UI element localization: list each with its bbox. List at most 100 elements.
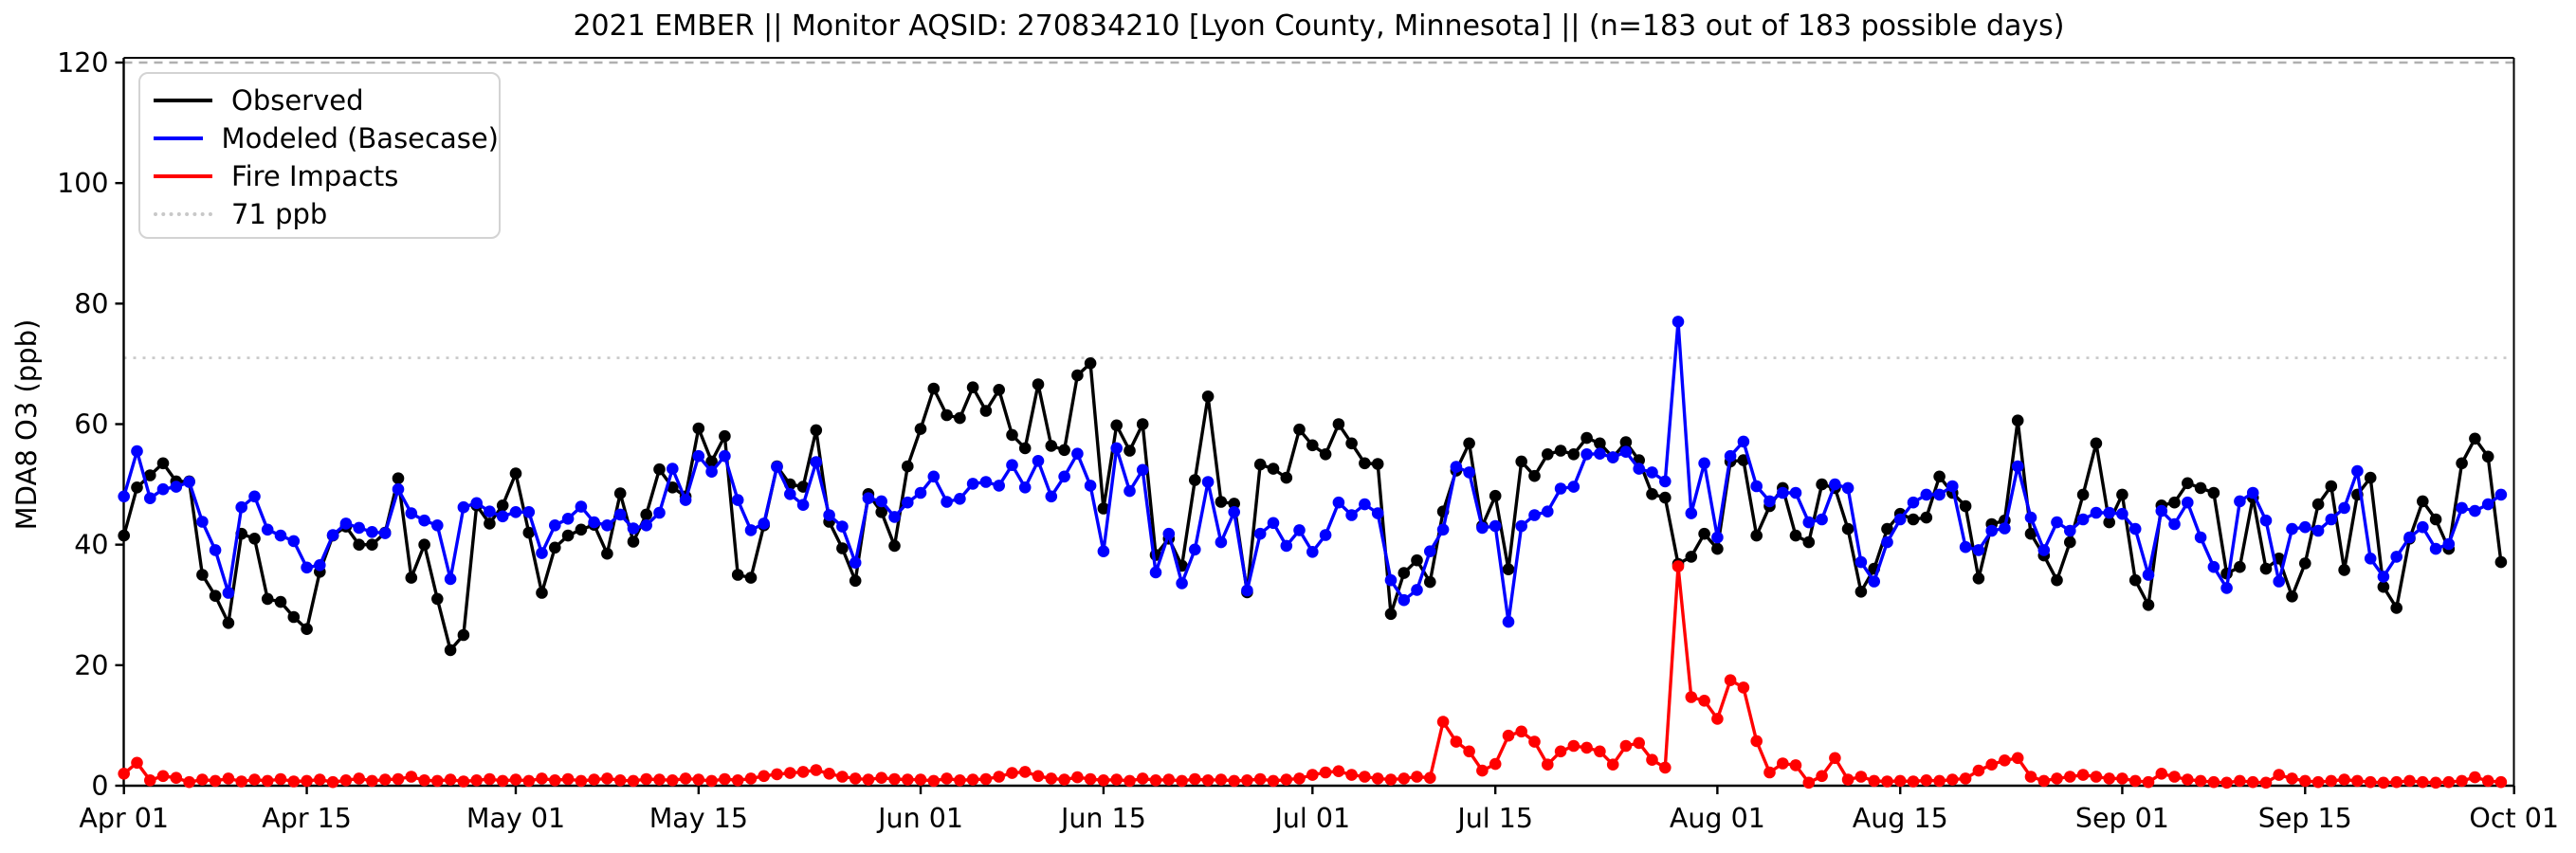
- fire-impacts-point: [522, 774, 536, 788]
- modeled-basecase-point: [1450, 461, 1463, 473]
- fire-impacts-point: [2051, 772, 2063, 785]
- fire-impacts-point: [1189, 772, 1201, 786]
- modeled-basecase-point: [301, 561, 313, 574]
- modeled-basecase-point: [496, 510, 509, 523]
- observed-point: [2051, 573, 2063, 587]
- modeled-basecase-point: [470, 497, 484, 510]
- fire-impacts-point: [1672, 560, 1685, 572]
- x-tick-label: Sep 01: [2075, 803, 2169, 834]
- observed-point: [1920, 511, 1933, 524]
- modeled-basecase-point: [2155, 504, 2168, 517]
- fire-impacts-point: [2351, 774, 2364, 788]
- observed-point: [549, 541, 561, 554]
- observed-point: [156, 457, 170, 470]
- modeled-basecase-point: [2011, 460, 2024, 473]
- fire-impacts-point: [1084, 772, 1097, 786]
- fire-impacts-point: [1946, 773, 1959, 786]
- fire-impacts-point: [2234, 774, 2246, 788]
- modeled-basecase-point: [261, 523, 274, 536]
- fire-impacts-point: [2246, 775, 2259, 789]
- fire-impacts-point: [1018, 766, 1032, 778]
- fire-impacts-point: [914, 773, 927, 786]
- fire-impacts-point: [784, 767, 796, 779]
- fire-impacts-point: [1136, 772, 1149, 785]
- modeled-basecase-point: [1253, 527, 1267, 540]
- fire-impacts-point: [1893, 774, 1907, 788]
- fire-impacts-point: [1999, 754, 2011, 767]
- observed-point: [1332, 418, 1345, 430]
- observed-point: [1841, 522, 1854, 535]
- fire-impacts-point: [2168, 771, 2181, 783]
- modeled-basecase-point: [1110, 442, 1123, 455]
- fire-impacts-point: [1580, 741, 1593, 754]
- fire-impacts-point: [2103, 772, 2115, 785]
- observed-point: [196, 569, 209, 581]
- fire-impacts-point: [131, 756, 143, 770]
- modeled-basecase-point: [1920, 488, 1933, 501]
- fire-impacts-point: [601, 772, 613, 785]
- observed-point: [1463, 437, 1475, 450]
- observed-point: [1267, 463, 1280, 475]
- modeled-basecase-point: [1554, 482, 1567, 495]
- modeled-basecase-point: [2024, 511, 2037, 524]
- observed-point: [1646, 488, 1658, 500]
- fire-impacts-point: [1411, 771, 1423, 783]
- modeled-basecase-point: [1868, 575, 1880, 588]
- x-tick-label: Aug 01: [1670, 803, 1765, 834]
- fire-line-sample: [154, 174, 212, 178]
- fire-impacts-point: [1319, 766, 1332, 779]
- fire-impacts-point: [2481, 774, 2494, 788]
- observed-point: [1881, 522, 1893, 535]
- chart-title: 2021 EMBER || Monitor AQSID: 270834210 […: [573, 9, 2065, 43]
- modeled-basecase-point: [1411, 584, 1423, 596]
- modeled-basecase-point: [1698, 457, 1710, 470]
- fire-impacts-point: [170, 771, 183, 784]
- fire-impacts-point: [1659, 761, 1672, 774]
- fire-impacts-point: [1542, 758, 1554, 771]
- observed-point: [2168, 496, 2181, 509]
- modeled-basecase-point: [287, 535, 301, 548]
- modeled-basecase-point: [1946, 480, 1959, 493]
- fire-impacts-point: [1215, 773, 1228, 786]
- modeled-basecase-point: [902, 496, 914, 509]
- fire-impacts-point: [353, 772, 366, 785]
- fire-impacts-point: [2194, 774, 2207, 788]
- modeled-basecase-point: [679, 494, 692, 506]
- observed-point: [744, 572, 758, 584]
- modeled-basecase-point: [2325, 513, 2338, 526]
- observed-point: [1789, 529, 1802, 542]
- fire-impacts-point: [954, 774, 966, 787]
- modeled-basecase-point: [156, 482, 170, 496]
- modeled-basecase-point: [2456, 501, 2468, 515]
- fire-impacts-point: [2220, 776, 2233, 789]
- fire-impacts-point: [2064, 771, 2076, 783]
- observed-point: [1567, 448, 1580, 461]
- fire-impacts-point: [418, 774, 430, 787]
- fire-impacts-point: [1933, 774, 1946, 788]
- modeled-basecase-point: [1854, 555, 1868, 569]
- modeled-basecase-point: [1711, 531, 1724, 544]
- observed-point: [640, 508, 652, 521]
- observed-point: [1371, 458, 1384, 470]
- modeled-basecase-point: [1124, 484, 1136, 498]
- x-tick-label: Apr 15: [262, 803, 352, 834]
- fire-impacts-point: [1881, 775, 1893, 788]
- fire-impacts-point: [679, 772, 692, 785]
- modeled-basecase-point: [1619, 445, 1633, 459]
- modeled-basecase-point: [274, 529, 287, 542]
- observed-point: [484, 517, 496, 530]
- observed-point: [131, 481, 143, 494]
- modeled-basecase-point: [1542, 505, 1554, 517]
- fire-impacts-point: [1450, 735, 1463, 748]
- observed-point: [1489, 489, 1502, 502]
- observed-point: [1084, 357, 1097, 370]
- fire-impacts-point: [1646, 753, 1658, 766]
- fire-impacts-point: [144, 774, 156, 787]
- observed-point: [613, 487, 627, 499]
- observed-point: [405, 572, 418, 584]
- fire-impacts-point: [1345, 769, 1358, 781]
- modeled-basecase-point: [2273, 575, 2285, 588]
- fire-impacts-point: [2011, 752, 2024, 765]
- modeled-basecase-point: [1267, 517, 1280, 530]
